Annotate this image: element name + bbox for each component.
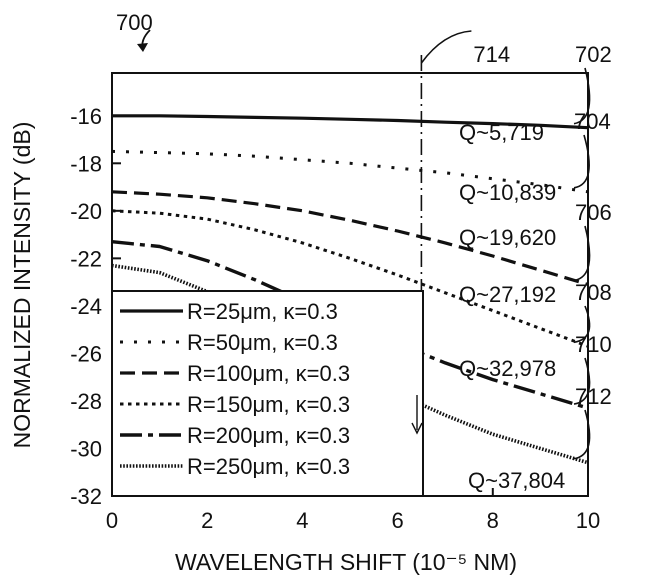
series-ref-label: 710 bbox=[575, 332, 612, 357]
reference-labels-layer: 702 Q~5,719 704 Q~10,839 706 Q~19,620 708 Q~27,… bbox=[459, 42, 612, 493]
x-axis-title: WAVELENGTH SHIFT (10⁻⁵ NM) bbox=[175, 549, 517, 575]
ref-leader-706 bbox=[573, 225, 591, 282]
y-tick-label: -18 bbox=[70, 151, 102, 176]
series-line-706 bbox=[111, 190, 589, 287]
q-factor-label: Q~37,804 bbox=[468, 468, 565, 493]
ref-leader-708 bbox=[573, 305, 591, 344]
series-ref-label: 702 bbox=[575, 42, 612, 67]
x-tick-label: 8 bbox=[487, 508, 499, 533]
y-tick-label: -32 bbox=[70, 484, 102, 509]
q-factor-label: Q~27,192 bbox=[459, 282, 556, 307]
marker-line-layer: 714 bbox=[420, 30, 510, 496]
axis-ticks: 0 2 4 6 8 10 -16 -18 -20 -22 -24 -26 -28 -30 -32 bbox=[70, 104, 600, 533]
q-factor-label: Q~5,719 bbox=[459, 120, 544, 145]
legend-label: R=50μm, κ=0.3 bbox=[187, 330, 338, 355]
ref-leader-704 bbox=[573, 134, 590, 189]
legend-label: R=25μm, κ=0.3 bbox=[187, 299, 338, 324]
marker-label-leader bbox=[420, 30, 472, 64]
series-line-702 bbox=[112, 114, 589, 130]
y-tick-label: -28 bbox=[70, 389, 102, 414]
legend-box bbox=[111, 290, 424, 497]
ref-leader-712 bbox=[573, 409, 591, 460]
series-ref-label: 704 bbox=[574, 109, 611, 134]
x-tick-label: 0 bbox=[106, 508, 118, 533]
series-line-704 bbox=[111, 149, 589, 194]
legend-scroll-arrow bbox=[411, 395, 423, 435]
y-axis-title: NORMALIZED INTENSITY (dB) bbox=[9, 122, 35, 449]
series-line-712 bbox=[111, 263, 589, 465]
q-factor-label: Q~32,978 bbox=[459, 356, 556, 381]
ref-leader-710 bbox=[573, 357, 591, 405]
x-tick-label: 10 bbox=[576, 508, 600, 533]
series-ref-label: 708 bbox=[575, 280, 612, 305]
y-tick-label: -16 bbox=[70, 104, 102, 129]
figure-label-arrowhead bbox=[137, 43, 148, 52]
q-factor-label: Q~19,620 bbox=[459, 225, 556, 250]
x-tick-label: 4 bbox=[296, 508, 308, 533]
y-tick-label: -30 bbox=[70, 436, 102, 461]
y-tick-label: -22 bbox=[70, 246, 102, 271]
legend-label: R=150μm, κ=0.3 bbox=[187, 392, 350, 417]
y-tick-label: -20 bbox=[70, 199, 102, 224]
legend-label: R=200μm, κ=0.3 bbox=[187, 423, 350, 448]
series-ref-label: 706 bbox=[575, 200, 612, 225]
x-tick-label: 6 bbox=[391, 508, 403, 533]
legend: R=25μm, κ=0.3 R=50μm, κ=0.3 R=100μm, κ=0.3… bbox=[111, 290, 424, 497]
y-tick-label: -26 bbox=[70, 341, 102, 366]
legend-label: R=250μm, κ=0.3 bbox=[187, 454, 350, 479]
legend-label: R=100μm, κ=0.3 bbox=[187, 361, 350, 386]
ref-leader-702 bbox=[573, 67, 591, 125]
figure-label: 700 bbox=[116, 10, 153, 35]
q-factor-label: Q~10,839 bbox=[459, 180, 556, 205]
marker-label: 714 bbox=[473, 42, 510, 67]
series-ref-label: 712 bbox=[575, 384, 612, 409]
y-tick-label: -24 bbox=[70, 294, 102, 319]
x-tick-label: 2 bbox=[201, 508, 213, 533]
